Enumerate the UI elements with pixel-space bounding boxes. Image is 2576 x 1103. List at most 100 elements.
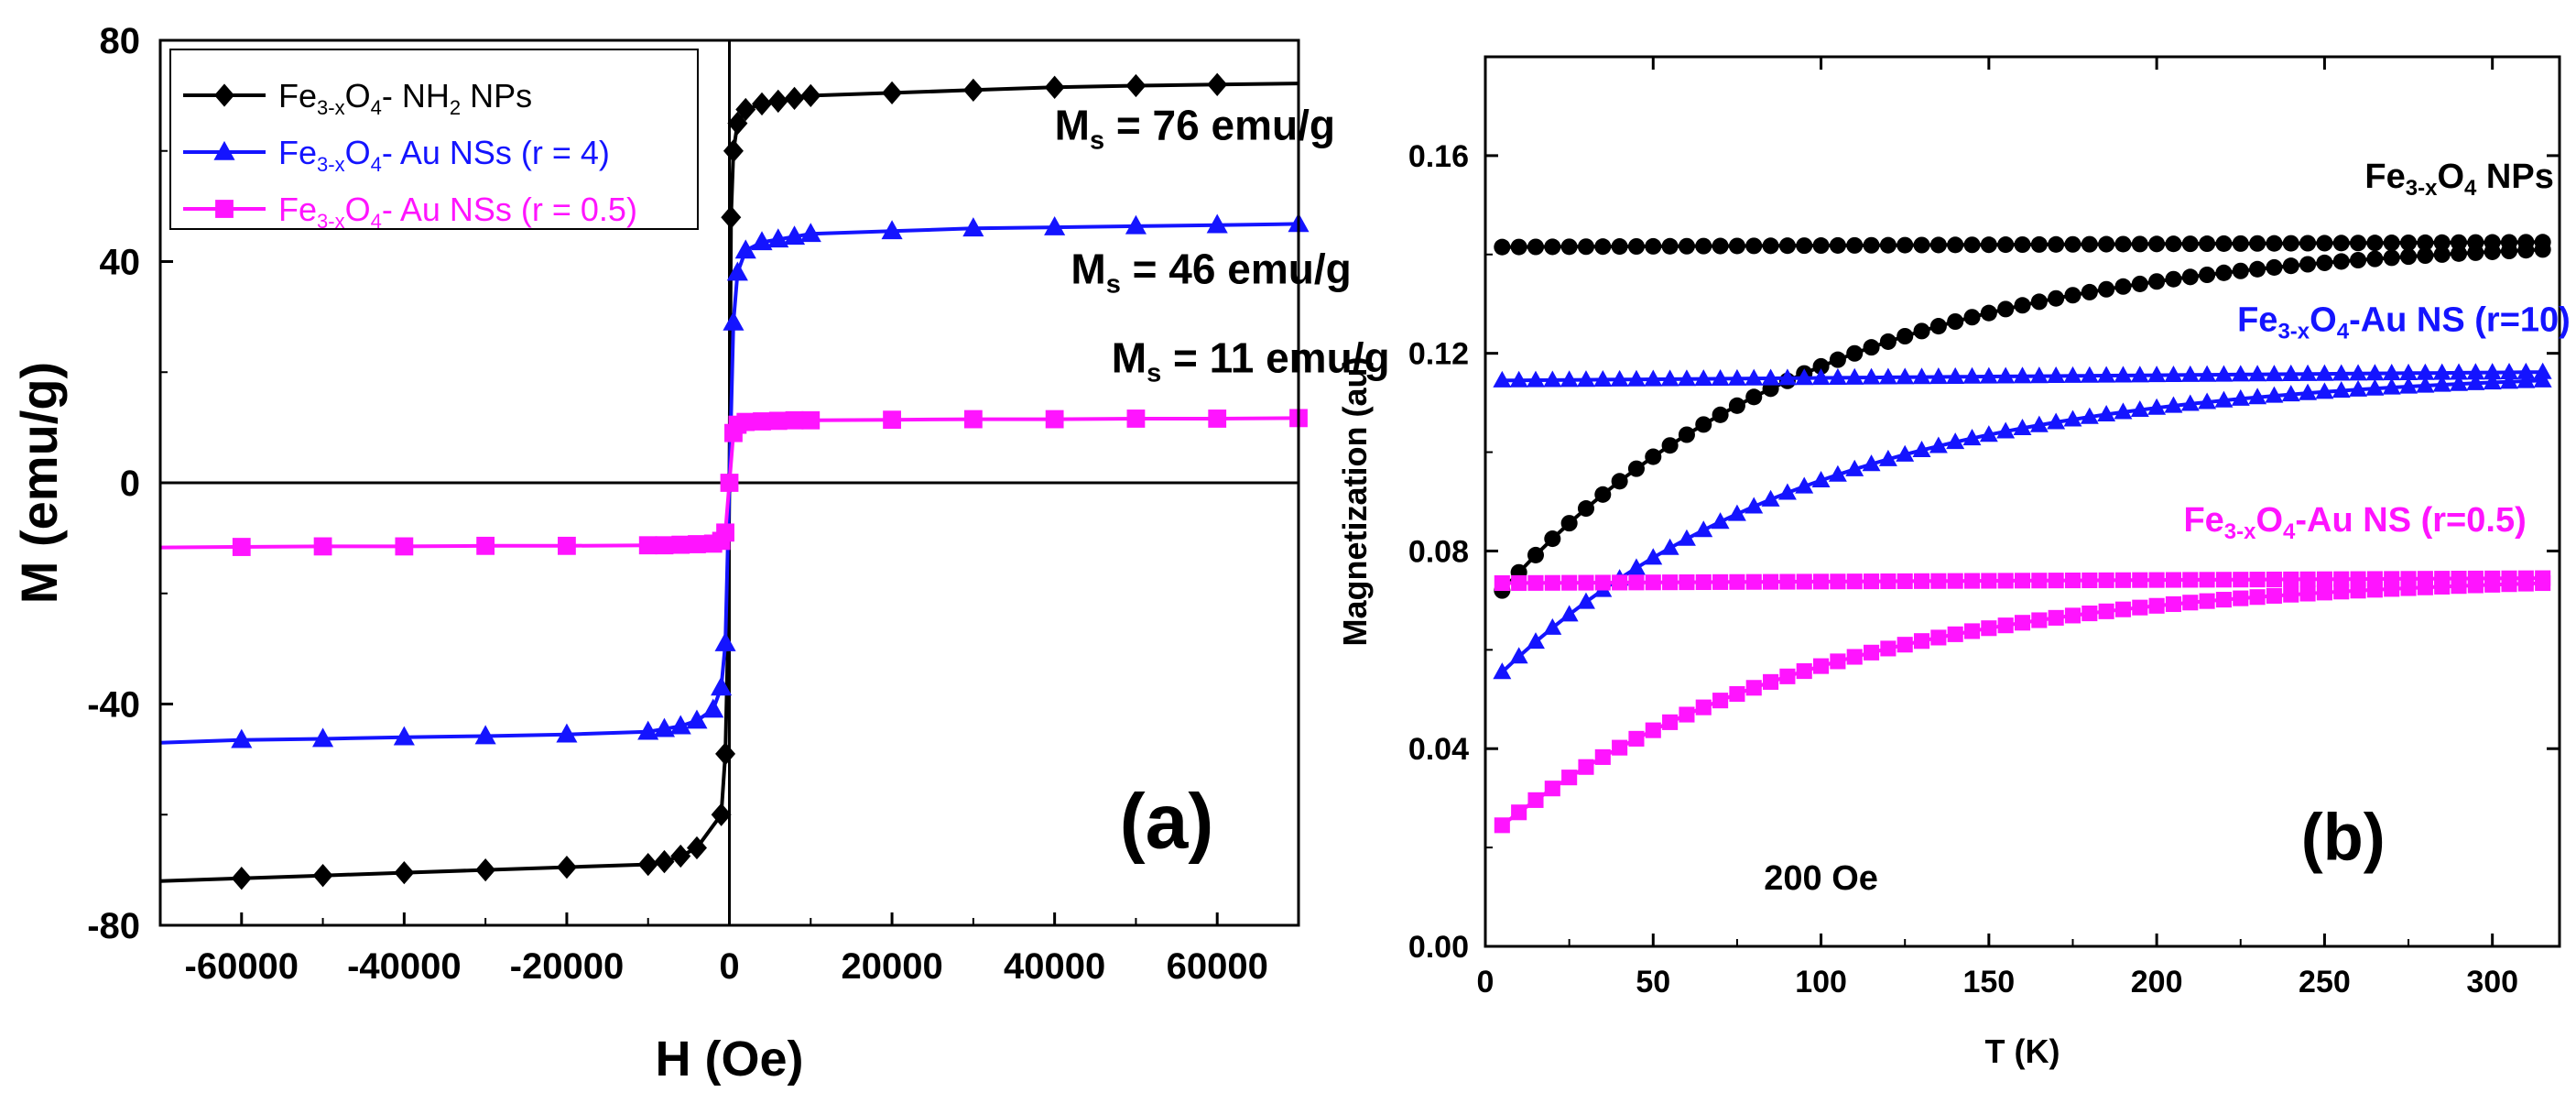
data-point [2450, 363, 2469, 380]
data-point [1846, 344, 1864, 362]
data-point [671, 535, 690, 554]
data-point [2282, 235, 2299, 252]
data-point [2315, 382, 2334, 399]
data-point [2081, 572, 2098, 589]
y-tick-label: 80 [100, 21, 141, 61]
data-point [1626, 369, 1646, 387]
data-point [963, 410, 983, 429]
data-point [1543, 617, 1562, 635]
data-point [1125, 73, 1147, 98]
data-point [2432, 375, 2451, 392]
data-point [1561, 574, 1578, 591]
data-point [1207, 72, 1228, 96]
data-point [1896, 367, 1915, 385]
data-point [2114, 572, 2132, 588]
data-point [1812, 357, 1830, 375]
data-point [2098, 235, 2115, 253]
data-point [2181, 235, 2199, 253]
data-point [2013, 366, 2032, 384]
data-point [2500, 372, 2518, 389]
data-point [1947, 236, 1964, 254]
data-point [2148, 235, 2166, 253]
data-point [2400, 580, 2417, 596]
data-point [655, 536, 674, 555]
data-point [1695, 416, 1712, 433]
data-point [783, 225, 806, 246]
data-point [735, 97, 756, 122]
data-point [1712, 693, 1729, 709]
data-point [2214, 365, 2234, 382]
data-point [1777, 368, 1797, 386]
data-point [2281, 385, 2300, 402]
data-point [1996, 366, 2016, 384]
data-point [1560, 515, 1578, 532]
data-point [2451, 245, 2468, 262]
x-tick-label: 60000 [1167, 946, 1268, 987]
data-point [1863, 339, 1880, 356]
legend-marker [213, 140, 235, 160]
data-point [2467, 577, 2484, 594]
data-point [1527, 238, 1545, 256]
data-point [2199, 593, 2215, 609]
data-point [767, 89, 788, 114]
data-point [2366, 582, 2383, 598]
data-point [686, 709, 708, 729]
data-point [1913, 236, 1930, 254]
data-point [1494, 238, 1511, 256]
data-point [1560, 605, 1579, 622]
data-point [1947, 573, 1963, 589]
data-point [962, 217, 984, 237]
data-point [2366, 250, 2384, 268]
data-point [1811, 368, 1831, 386]
data-point [2417, 579, 2433, 595]
data-point [1045, 410, 1064, 429]
data-point [1594, 238, 1612, 256]
data-point [1878, 367, 1897, 385]
data-point [1711, 512, 1730, 530]
data-point [2098, 603, 2114, 619]
data-point [2516, 362, 2536, 379]
data-point [2132, 572, 2148, 588]
data-point [1745, 388, 1763, 406]
data-point [1947, 312, 1964, 331]
data-point [2199, 266, 2216, 284]
data-point [1762, 237, 1779, 255]
data-point [1929, 236, 1947, 254]
data-point [753, 412, 771, 431]
data-point [2484, 243, 2501, 260]
series-2 [1493, 362, 2552, 388]
saturation-annotation: Ms = 11 emu/g [1112, 333, 1390, 388]
data-point [714, 631, 736, 651]
data-point [2516, 371, 2536, 388]
data-point [2165, 595, 2182, 613]
data-point [2114, 278, 2132, 295]
data-point [2382, 377, 2401, 395]
data-point [715, 742, 736, 766]
data-point [1929, 436, 1948, 453]
data-point [1879, 333, 1897, 350]
series-0 [1494, 234, 2551, 256]
data-point [2180, 394, 2200, 411]
data-point [1644, 548, 1663, 565]
data-point [1695, 699, 1712, 715]
data-point [1745, 368, 1764, 386]
y-tick-label: 0.16 [1408, 139, 1469, 174]
data-point [1846, 573, 1863, 590]
data-point [2266, 587, 2282, 604]
data-point [1728, 397, 1745, 414]
data-point [2130, 400, 2149, 418]
data-point [1846, 236, 1864, 254]
data-point [1980, 236, 1997, 254]
data-point [2416, 363, 2435, 380]
data-point [1830, 653, 1846, 670]
data-point [2433, 234, 2451, 251]
data-point [734, 239, 756, 259]
data-point [1912, 367, 1931, 385]
data-point [2215, 592, 2232, 608]
data-point [2299, 364, 2318, 381]
data-point [1509, 647, 1528, 664]
data-point [2047, 366, 2066, 384]
data-point [1544, 574, 1560, 591]
data-point [1878, 449, 1897, 466]
data-point [1796, 573, 1812, 590]
